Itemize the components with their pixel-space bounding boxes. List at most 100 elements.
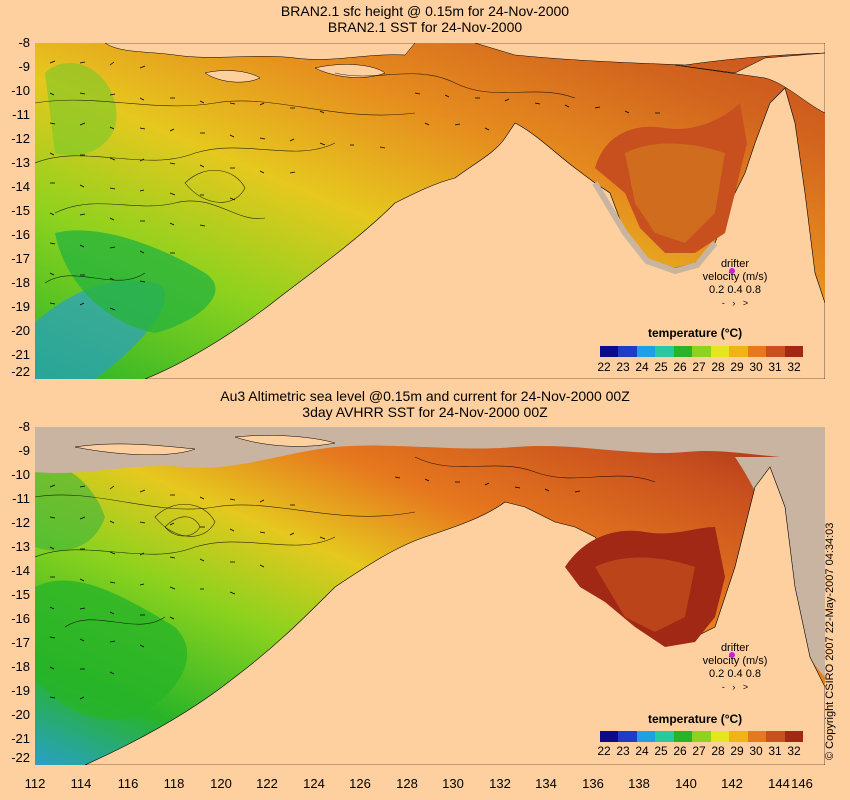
- colorbar-swatch: [636, 731, 656, 742]
- colorbar-tick: 25: [654, 744, 668, 758]
- bottom-y-tick: -12: [11, 515, 30, 530]
- colorbar-tick: 22: [597, 360, 611, 374]
- colorbar-swatch: [673, 346, 693, 357]
- copyright-notice: © Copyright CSIRO 2007 22-May-2007 04:34…: [824, 522, 836, 760]
- x-tick: 122: [256, 776, 278, 791]
- colorbar-tick: 30: [749, 360, 763, 374]
- x-tick: 138: [628, 776, 650, 791]
- x-tick: 116: [117, 776, 139, 791]
- colorbar-swatch: [710, 346, 730, 357]
- bottom-drifter-label: drifter: [720, 642, 750, 654]
- bottom-y-tick: -22: [11, 750, 30, 765]
- drifter-marker-icon: [729, 652, 735, 658]
- colorbar-swatch: [600, 731, 619, 742]
- x-tick: 132: [489, 776, 511, 791]
- x-tick: 112: [24, 776, 46, 791]
- top-colorbar-title: temperature (°C): [648, 326, 743, 340]
- bottom-y-tick: -11: [12, 491, 30, 506]
- top-y-tick: -21: [11, 347, 30, 362]
- bottom-y-tick: -16: [11, 611, 30, 626]
- bottom-y-tick: -13: [11, 539, 30, 554]
- x-tick: 128: [396, 776, 418, 791]
- bottom-colorbar: [600, 731, 803, 742]
- colorbar-tick: 28: [711, 744, 725, 758]
- x-tick: 114: [70, 776, 92, 791]
- colorbar-swatch: [655, 346, 674, 357]
- colorbar-tick: 32: [787, 744, 801, 758]
- colorbar-swatch: [692, 346, 711, 357]
- bottom-y-tick: -9: [18, 443, 30, 458]
- top-velocity-arrows: [49, 60, 660, 311]
- colorbar-swatch: [692, 731, 711, 742]
- colorbar-swatch: [618, 346, 637, 357]
- top-y-tick: -15: [11, 203, 30, 218]
- bottom-map-panel: [35, 427, 825, 765]
- top-sst-map: [35, 43, 825, 379]
- colorbar-swatch: [618, 731, 637, 742]
- top-y-tick: -19: [11, 299, 30, 314]
- x-tick: 126: [349, 776, 371, 791]
- bottom-drifter-legend: drifter velocity (m/s) 0.2 0.4 0.8 - › >: [695, 642, 775, 694]
- colorbar-swatch: [600, 346, 619, 357]
- colorbar-tick: 32: [787, 360, 801, 374]
- colorbar-tick: 26: [673, 360, 687, 374]
- colorbar-swatch: [655, 731, 674, 742]
- top-map-panel: [35, 43, 825, 379]
- top-colorbar: [600, 346, 803, 357]
- top-title-line1: BRAN2.1 sfc height @ 0.15m for 24-Nov-20…: [280, 3, 570, 19]
- x-tick: 140: [675, 776, 697, 791]
- top-title-line2: BRAN2.1 SST for 24-Nov-2000: [327, 19, 523, 35]
- top-drifter-legend: drifter velocity (m/s) 0.2 0.4 0.8 - › >: [695, 258, 775, 310]
- bottom-title-line1: Au3 Altimetric sea level @0.15m and curr…: [220, 388, 630, 404]
- bottom-y-tick: -18: [11, 659, 30, 674]
- colorbar-swatch: [729, 346, 748, 357]
- top-y-tick: -8: [18, 35, 30, 50]
- colorbar-tick: 31: [768, 360, 782, 374]
- top-y-tick: -10: [11, 83, 30, 98]
- x-tick: 144: [768, 776, 790, 791]
- colorbar-tick: 25: [654, 360, 668, 374]
- bottom-velocity-label: velocity (m/s): [702, 655, 768, 667]
- bottom-y-tick: -15: [11, 587, 30, 602]
- colorbar-swatch: [747, 346, 767, 357]
- colorbar-swatch: [729, 731, 748, 742]
- colorbar-tick: 31: [768, 744, 782, 758]
- velocity-arrows-icon: - › >: [721, 298, 749, 308]
- top-y-tick: -18: [11, 275, 30, 290]
- bottom-y-tick: -17: [11, 635, 30, 650]
- x-tick: 136: [582, 776, 604, 791]
- bottom-y-tick: -21: [11, 731, 30, 746]
- x-tick: 120: [210, 776, 232, 791]
- top-drifter-label: drifter: [720, 258, 750, 270]
- colorbar-tick: 30: [749, 744, 763, 758]
- bottom-y-tick: -19: [11, 683, 30, 698]
- x-tick: 134: [535, 776, 557, 791]
- x-tick: 146: [791, 776, 813, 791]
- top-y-tick: -17: [11, 251, 30, 266]
- top-y-tick: -14: [11, 179, 30, 194]
- colorbar-swatch: [766, 346, 785, 357]
- bottom-title-line2: 3day AVHRR SST for 24-Nov-2000 00Z: [302, 404, 548, 420]
- bottom-y-tick: -20: [11, 707, 30, 722]
- colorbar-tick: 23: [616, 360, 630, 374]
- top-y-tick: -22: [11, 364, 30, 379]
- top-velocity-label: velocity (m/s): [702, 271, 768, 283]
- top-y-tick: -11: [12, 107, 30, 122]
- x-tick: 142: [721, 776, 743, 791]
- x-tick: 130: [442, 776, 464, 791]
- bottom-velocity-arrows: [49, 476, 581, 700]
- colorbar-swatch: [784, 346, 803, 357]
- bottom-y-tick: -14: [11, 563, 30, 578]
- x-tick: 124: [303, 776, 325, 791]
- colorbar-tick: 24: [635, 360, 649, 374]
- colorbar-tick: 24: [635, 744, 649, 758]
- bottom-colorbar-title: temperature (°C): [648, 712, 743, 726]
- colorbar-tick: 28: [711, 360, 725, 374]
- colorbar-tick: 27: [692, 744, 706, 758]
- colorbar-swatch: [747, 731, 767, 742]
- bottom-velocity-values: 0.2 0.4 0.8: [709, 668, 761, 680]
- colorbar-tick: 26: [673, 744, 687, 758]
- colorbar-swatch: [766, 731, 785, 742]
- colorbar-swatch: [636, 346, 656, 357]
- colorbar-swatch: [673, 731, 693, 742]
